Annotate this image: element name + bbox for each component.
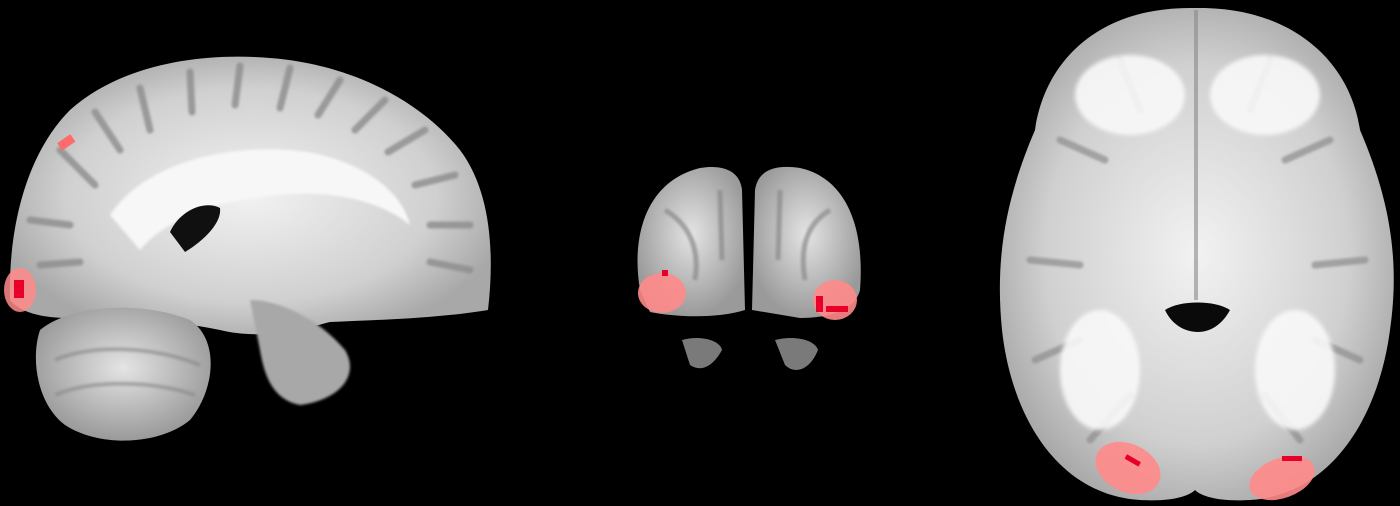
coronal-activation-clusters — [638, 270, 857, 320]
sagittal-cerebellum — [35, 307, 211, 441]
sagittal-sulci — [26, 62, 474, 274]
sagittal-ventricle — [170, 205, 221, 252]
sagittal-activation-clusters — [4, 134, 76, 312]
axial-activation-clusters — [1095, 441, 1315, 501]
sagittal-brainstem — [250, 300, 350, 405]
sagittal-view — [4, 56, 491, 441]
axial-midbrain-gap — [1165, 302, 1230, 332]
sagittal-white-matter — [110, 149, 410, 250]
coronal-view — [637, 166, 861, 370]
axial-view — [999, 7, 1394, 501]
